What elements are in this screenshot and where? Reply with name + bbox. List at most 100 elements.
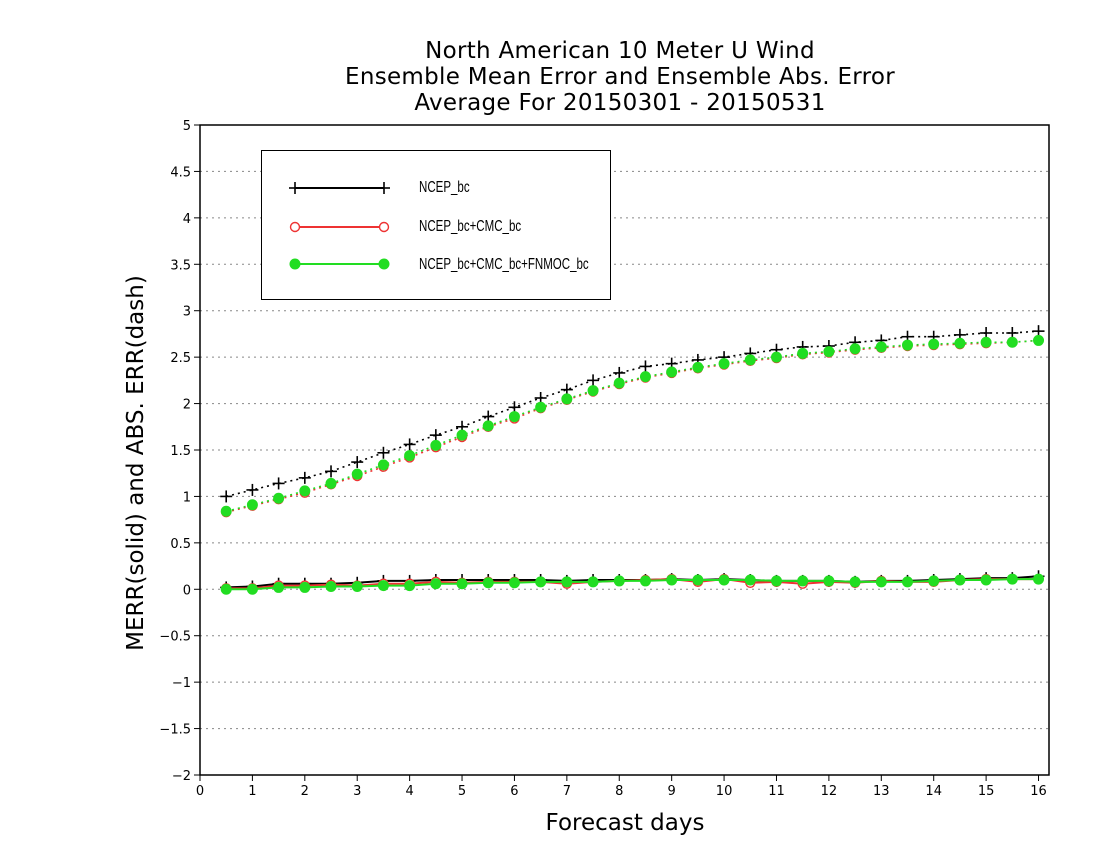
y-tick-label: −1	[172, 676, 191, 691]
point-abs-err	[613, 377, 625, 389]
x-tick-label: 15	[978, 784, 995, 799]
point-merr	[666, 574, 678, 586]
y-tick-label: 0	[183, 583, 191, 598]
point-abs-err	[902, 339, 913, 351]
point-merr	[246, 583, 258, 595]
legend-marker-start-2	[289, 258, 301, 270]
series-line-merr	[226, 578, 1039, 591]
legend-marker-start-0	[289, 182, 301, 194]
point-abs-err	[1033, 334, 1045, 346]
x-tick-label: 5	[458, 784, 466, 799]
y-tick-label: 1.5	[170, 444, 191, 459]
point-abs-err	[325, 477, 337, 489]
point-abs-err	[587, 374, 600, 387]
y-tick-label: 1	[183, 490, 191, 505]
x-tick-label: 2	[301, 784, 309, 799]
point-abs-err	[351, 468, 363, 480]
point-merr	[1006, 573, 1018, 585]
point-abs-err	[954, 337, 966, 349]
point-abs-err	[325, 465, 338, 478]
y-tick-label: 0.5	[170, 537, 191, 552]
point-abs-err	[718, 358, 730, 370]
y-tick-label: −1.5	[159, 723, 191, 738]
x-tick-label: 0	[196, 784, 204, 799]
y-tick-label: 2	[183, 398, 191, 413]
point-merr	[980, 574, 992, 586]
point-abs-err	[429, 429, 442, 442]
series-line-abs-err	[226, 339, 1039, 513]
point-abs-err	[508, 411, 520, 423]
point-merr	[456, 578, 468, 590]
chart-title-line-2: Ensemble Mean Error and Ensemble Abs. Er…	[344, 64, 896, 90]
x-tick-label: 12	[821, 784, 838, 799]
point-abs-err	[666, 366, 678, 378]
y-axis-label: MERR(solid) and ABS. ERR(dash)	[123, 275, 149, 651]
chart-title-line-3: Average For 20150301 - 20150531	[414, 90, 826, 116]
point-merr	[770, 575, 782, 587]
point-abs-err	[272, 477, 285, 490]
x-tick-label: 11	[768, 784, 785, 799]
x-axis-label: Forecast days	[545, 810, 705, 836]
y-tick-label: 5	[183, 119, 191, 134]
point-abs-err	[849, 343, 861, 355]
legend-label-ncep-cmc: NCEP_bc+CMC_bc	[419, 218, 522, 235]
point-abs-err	[220, 505, 232, 517]
point-merr	[404, 580, 416, 592]
point-abs-err	[980, 336, 992, 348]
x-tick-label: 14	[925, 784, 942, 799]
point-merr	[1033, 573, 1045, 585]
point-abs-err	[404, 450, 416, 462]
point-abs-err	[246, 483, 259, 496]
point-abs-err	[639, 360, 652, 373]
point-merr	[220, 583, 232, 595]
y-tick-label: 4	[183, 212, 191, 227]
point-merr	[639, 575, 651, 587]
point-abs-err	[875, 341, 887, 353]
series-line-abs-err	[226, 330, 1039, 498]
series-1	[221, 335, 1044, 594]
point-merr	[561, 576, 573, 588]
legend-marker-end-0	[378, 182, 390, 194]
point-abs-err	[535, 401, 547, 413]
series-line-abs-err	[226, 339, 1039, 513]
point-merr	[430, 578, 442, 590]
point-abs-err	[561, 393, 573, 405]
legend-label-ncep-bc: NCEP_bc	[419, 179, 470, 196]
point-abs-err	[692, 361, 704, 373]
y-tick-label: 3.5	[170, 258, 191, 273]
point-abs-err	[587, 385, 599, 397]
legend-marker-end-1	[378, 221, 390, 233]
point-abs-err	[220, 490, 233, 503]
point-abs-err	[456, 429, 468, 441]
point-merr	[508, 577, 520, 589]
x-tick-label: 7	[563, 784, 571, 799]
point-abs-err	[1006, 336, 1018, 348]
point-abs-err	[298, 471, 311, 484]
x-tick-label: 9	[668, 784, 676, 799]
y-tick-label: 2.5	[170, 351, 191, 366]
point-abs-err	[613, 366, 626, 379]
point-merr	[325, 581, 337, 592]
x-tick-label: 10	[716, 784, 733, 799]
point-abs-err	[377, 459, 389, 471]
point-abs-err	[430, 439, 442, 451]
point-abs-err	[273, 492, 285, 504]
point-abs-err	[928, 338, 940, 350]
legend-label-ncep-cmc-fnmoc: NCEP_bc+CMC_bc+FNMOC_bc	[419, 256, 589, 273]
y-tick-label: −2	[172, 769, 191, 784]
point-merr	[718, 574, 730, 586]
point-merr	[299, 581, 311, 593]
chart-title-line-1: North American 10 Meter U Wind	[425, 38, 815, 64]
point-merr	[823, 575, 835, 587]
point-merr	[902, 576, 913, 588]
point-merr	[928, 575, 940, 587]
point-abs-err	[351, 456, 364, 469]
x-tick-label: 16	[1030, 784, 1047, 799]
legend-marker-start-1	[289, 221, 301, 233]
y-tick-label: 3	[183, 305, 191, 320]
x-tick-label: 13	[873, 784, 890, 799]
y-tick-label: −0.5	[159, 630, 191, 645]
y-tick-label: 4.5	[170, 165, 191, 180]
point-abs-err	[770, 351, 782, 363]
